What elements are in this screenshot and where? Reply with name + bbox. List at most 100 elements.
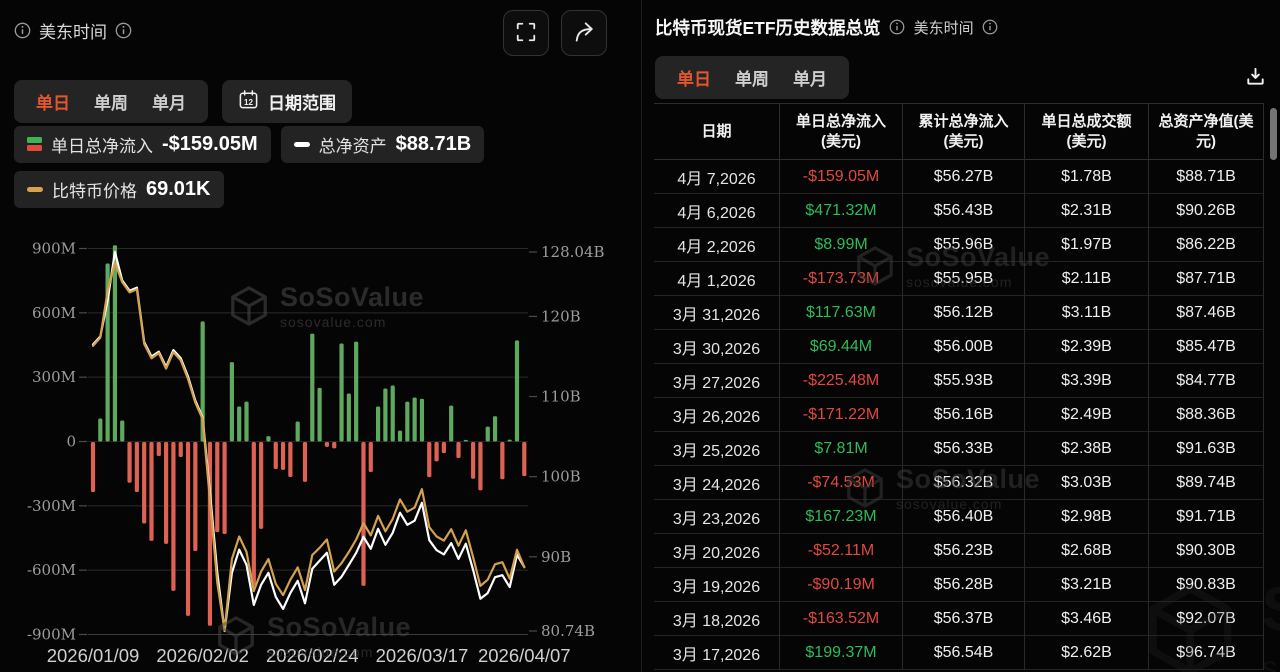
table-title: 比特币现货ETF历史数据总览: [655, 18, 881, 38]
cell-vol: $2.62B: [1025, 636, 1149, 670]
cell-flow: $7.81M: [780, 432, 903, 466]
share-icon: [572, 20, 596, 47]
cell-flow: -$225.48M: [780, 364, 903, 398]
table-row[interactable]: 3月 19,2026 -$90.19M $56.28B $3.21B $90.83B: [654, 568, 1264, 602]
fullscreen-button[interactable]: [503, 10, 549, 56]
table-row[interactable]: 3月 24,2026 -$74.53M $56.32B $3.03B $89.74B: [654, 466, 1264, 500]
tab-daily[interactable]: 单日: [36, 94, 70, 113]
cell-vol: $2.49B: [1025, 398, 1149, 432]
table-header-bar: 比特币现货ETF历史数据总览 美东时间: [655, 15, 999, 40]
cell-flow: $8.99M: [780, 228, 903, 262]
cell-date: 3月 27,2026: [654, 364, 780, 398]
fullscreen-icon: [515, 21, 537, 46]
svg-text:120B: 120B: [541, 307, 581, 325]
tab-monthly[interactable]: 单月: [152, 94, 186, 113]
cell-vol: $2.68B: [1025, 534, 1149, 568]
cell-cum: $56.16B: [903, 398, 1025, 432]
cell-nav: $91.71B: [1149, 500, 1264, 534]
tab-weekly[interactable]: 单周: [94, 94, 128, 113]
svg-text:80.74B: 80.74B: [541, 622, 595, 640]
svg-text:2026/01/09: 2026/01/09: [47, 645, 140, 666]
timezone-label: 美东时间: [913, 20, 974, 37]
cell-nav: $84.77B: [1149, 364, 1264, 398]
info-icon[interactable]: [14, 22, 31, 39]
column-header: 单日总净流入 (美元): [780, 104, 903, 160]
table-scrollbar[interactable]: [1270, 108, 1277, 160]
svg-text:90B: 90B: [541, 548, 571, 566]
daily-net-inflow-value: -$159.05M: [162, 133, 258, 155]
cell-flow: -$159.05M: [780, 160, 903, 194]
cell-flow: $199.37M: [780, 636, 903, 670]
table-row[interactable]: 4月 1,2026 -$173.73M $55.95B $2.11B $87.71B: [654, 262, 1264, 296]
chart-header: 美东时间: [14, 18, 132, 43]
cell-cum: $56.28B: [903, 568, 1025, 602]
cell-cum: $56.00B: [903, 330, 1025, 364]
cell-nav: $96.74B: [1149, 636, 1264, 670]
table-row[interactable]: 3月 25,2026 $7.81M $56.33B $2.38B $91.63B: [654, 432, 1264, 466]
download-button[interactable]: [1244, 65, 1267, 91]
period-tab-group: 单日 单周 单月: [14, 80, 208, 123]
cell-nav: $88.36B: [1149, 398, 1264, 432]
table-row[interactable]: 3月 20,2026 -$52.11M $56.23B $2.68B $90.30B: [654, 534, 1264, 568]
tab-daily[interactable]: 单日: [677, 70, 711, 89]
svg-text:128.04B: 128.04B: [541, 243, 605, 261]
svg-text:100B: 100B: [541, 468, 581, 486]
svg-text:900M: 900M: [32, 240, 76, 258]
svg-text:-300M: -300M: [27, 497, 76, 515]
table-row[interactable]: 3月 23,2026 $167.23M $56.40B $2.98B $91.71B: [654, 500, 1264, 534]
column-header: 日期: [654, 104, 780, 160]
cell-vol: $3.39B: [1025, 364, 1149, 398]
cell-date: 4月 7,2026: [654, 160, 780, 194]
cell-cum: $56.43B: [903, 194, 1025, 228]
table-row[interactable]: 3月 18,2026 -$163.52M $56.37B $3.46B $92.07B: [654, 602, 1264, 636]
svg-text:300M: 300M: [32, 368, 76, 386]
legend-btc-price[interactable]: 比特币价格 69.01K: [14, 171, 224, 208]
cell-nav: $85.47B: [1149, 330, 1264, 364]
table-row[interactable]: 3月 30,2026 $69.44M $56.00B $2.39B $85.47B: [654, 330, 1264, 364]
table-row[interactable]: 3月 26,2026 -$171.22M $56.16B $2.49B $88.36B: [654, 398, 1264, 432]
cell-flow: $69.44M: [780, 330, 903, 364]
info-icon[interactable]: [115, 22, 132, 39]
cell-flow: -$90.19M: [780, 568, 903, 602]
cell-cum: $56.32B: [903, 466, 1025, 500]
share-button[interactable]: [561, 10, 607, 56]
cell-cum: $56.40B: [903, 500, 1025, 534]
cell-cum: $55.96B: [903, 228, 1025, 262]
table-row[interactable]: 4月 7,2026 -$159.05M $56.27B $1.78B $88.71B: [654, 160, 1264, 194]
table-row[interactable]: 4月 6,2026 $471.32M $56.43B $2.31B $90.26B: [654, 194, 1264, 228]
cell-nav: $89.74B: [1149, 466, 1264, 500]
cell-flow: $167.23M: [780, 500, 903, 534]
info-icon[interactable]: [889, 19, 906, 36]
cell-cum: $56.37B: [903, 602, 1025, 636]
cell-vol: $2.11B: [1025, 262, 1149, 296]
table-row[interactable]: 4月 2,2026 $8.99M $55.96B $1.97B $86.22B: [654, 228, 1264, 262]
table-row[interactable]: 3月 17,2026 $199.37M $56.54B $2.62B $96.74B: [654, 636, 1264, 670]
legend-total-net-assets[interactable]: 总净资产 $88.71B: [280, 126, 485, 163]
date-range-button[interactable]: 12 日期范围: [222, 80, 352, 123]
cell-date: 3月 26,2026: [654, 398, 780, 432]
cell-vol: $2.31B: [1025, 194, 1149, 228]
legend-daily-net-inflow[interactable]: 单日总净流入 -$159.05M: [14, 126, 271, 163]
tab-weekly[interactable]: 单周: [735, 70, 769, 89]
table-row[interactable]: 3月 27,2026 -$225.48M $55.93B $3.39B $84.77B: [654, 364, 1264, 398]
table-row[interactable]: 3月 31,2026 $117.63M $56.12B $3.11B $87.46B: [654, 296, 1264, 330]
cell-cum: $56.12B: [903, 296, 1025, 330]
svg-text:2026/03/17: 2026/03/17: [376, 645, 469, 666]
tab-monthly[interactable]: 单月: [793, 70, 827, 89]
cell-vol: $1.97B: [1025, 228, 1149, 262]
cell-date: 3月 18,2026: [654, 602, 780, 636]
info-icon[interactable]: [982, 19, 999, 36]
svg-text:-600M: -600M: [27, 561, 76, 579]
etf-history-table: 日期 单日总净流入 (美元) 累计总净流入 (美元) 单日总成交额 (美元) 总资产净值(美元…: [654, 103, 1264, 670]
etf-flow-chart[interactable]: 900M 600M 300M 0 -300M -600M -900M 128.04B 120B 1…: [0, 0, 641, 672]
cell-date: 3月 20,2026: [654, 534, 780, 568]
cell-date: 3月 24,2026: [654, 466, 780, 500]
cell-vol: $3.11B: [1025, 296, 1149, 330]
cell-cum: $56.27B: [903, 160, 1025, 194]
cell-flow: -$74.53M: [780, 466, 903, 500]
cell-date: 3月 31,2026: [654, 296, 780, 330]
cell-nav: $91.63B: [1149, 432, 1264, 466]
calendar-icon: 12: [238, 89, 259, 115]
history-table-panel: 比特币现货ETF历史数据总览 美东时间 单日 单周 单月 日期 单日总净流入 (美元) 累…: [641, 0, 1280, 672]
